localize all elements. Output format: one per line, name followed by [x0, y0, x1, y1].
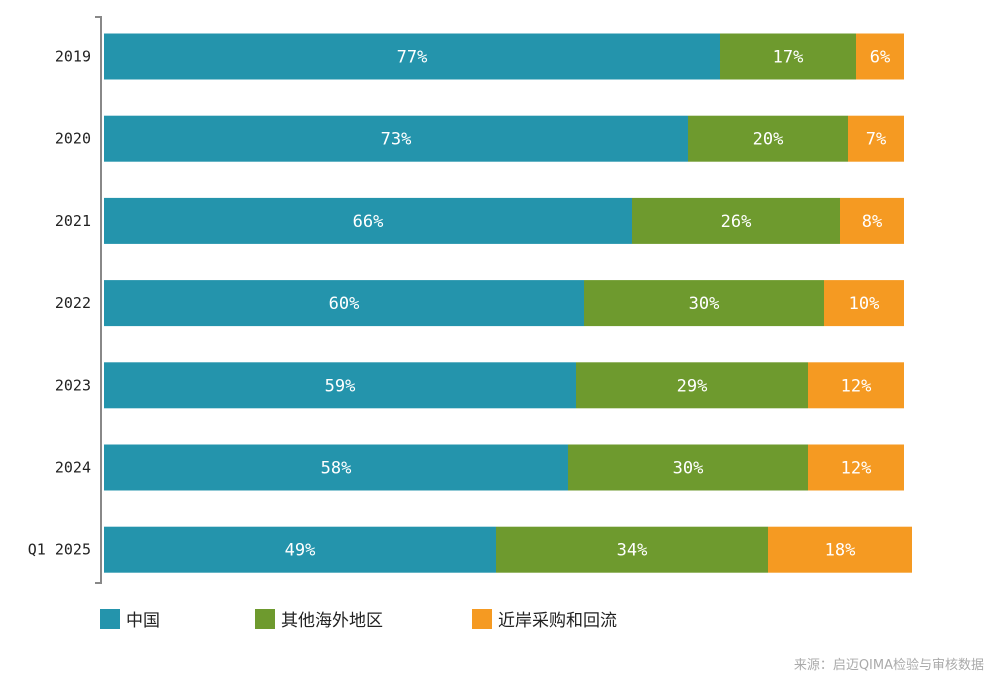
- bar-segment-1: [104, 526, 496, 573]
- data-label: 7%: [866, 130, 886, 150]
- bar-segment-2: [568, 444, 808, 491]
- data-label: 8%: [862, 212, 882, 232]
- data-label: 59%: [325, 376, 356, 396]
- y-tick-label: 2019: [55, 48, 91, 66]
- legend-label-other-overseas: 其他海外地区: [281, 611, 383, 631]
- data-label: 30%: [673, 459, 704, 479]
- bar-segment-3: [808, 362, 904, 409]
- bar-segment-2: [632, 197, 840, 244]
- source-note: 来源：启迈QIMA检验与审核数据: [793, 658, 984, 673]
- bar-segment-3: [824, 280, 904, 327]
- y-tick-label: 2020: [55, 130, 91, 148]
- bar-segment-1: [104, 33, 720, 80]
- data-label: 60%: [329, 294, 360, 314]
- bar-segment-2: [688, 115, 848, 162]
- data-label: 73%: [381, 130, 412, 150]
- bar-segment-3: [848, 115, 904, 162]
- data-label: 18%: [825, 541, 856, 561]
- legend-swatch-china: [100, 608, 120, 629]
- y-tick-label: 2024: [55, 459, 91, 477]
- y-tick-label: Q1 2025: [28, 541, 91, 559]
- bar-segment-2: [720, 33, 856, 80]
- bar-segment-1: [104, 362, 576, 409]
- data-label: 34%: [617, 541, 648, 561]
- data-label: 30%: [689, 294, 720, 314]
- data-label: 58%: [321, 459, 352, 479]
- legend-swatch-nearshoring: [472, 608, 492, 629]
- data-label: 26%: [721, 212, 752, 232]
- legend-label-nearshoring: 近岸采购和回流: [498, 611, 617, 631]
- bar-segment-2: [496, 526, 768, 573]
- legend-item-nearshoring: 近岸采购和回流: [472, 606, 617, 631]
- data-label: 10%: [849, 294, 880, 314]
- y-tick-label: 2023: [55, 376, 91, 394]
- stacked-bar-chart: 2019 2020 2021 2022 2023 2024 Q1 2025 77% 17% 6%…: [28, 16, 912, 584]
- legend-item-china: 中国: [100, 606, 160, 631]
- data-label: 17%: [773, 48, 804, 68]
- data-label: 29%: [677, 376, 708, 396]
- bar-segment-1: [104, 197, 632, 244]
- bar-segment-2: [584, 280, 824, 327]
- y-tick-label: 2022: [55, 294, 91, 312]
- legend-label-china: 中国: [126, 611, 160, 631]
- y-tick-label: 2021: [55, 212, 91, 230]
- bar-segment-3: [808, 444, 904, 491]
- data-label: 77%: [397, 48, 428, 68]
- bar-segment-3: [856, 33, 904, 80]
- data-label: 49%: [285, 541, 316, 561]
- data-label: 12%: [841, 376, 872, 396]
- data-label: 6%: [870, 48, 890, 68]
- data-label: 12%: [841, 459, 872, 479]
- bar-segment-3: [768, 526, 912, 573]
- bar-segment-1: [104, 444, 568, 491]
- data-label: 66%: [353, 212, 384, 232]
- legend-swatch-other-overseas: [255, 608, 275, 629]
- bar-segment-1: [104, 280, 584, 327]
- bar-segment-3: [840, 197, 904, 244]
- bar-segment-2: [576, 362, 808, 409]
- legend: 中国 其他海外地区 近岸采购和回流: [100, 606, 720, 632]
- data-label: 20%: [753, 130, 784, 150]
- legend-item-other-overseas: 其他海外地区: [255, 606, 383, 631]
- bar-segment-1: [104, 115, 688, 162]
